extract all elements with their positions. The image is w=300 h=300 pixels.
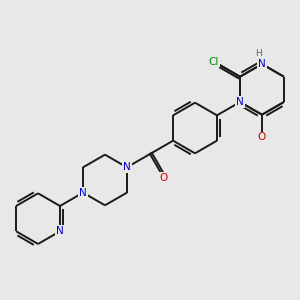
Text: N: N (236, 97, 244, 107)
Text: O: O (258, 132, 266, 142)
Text: N: N (56, 226, 64, 236)
Text: N: N (123, 162, 131, 172)
Text: S: S (211, 57, 218, 67)
Text: N: N (79, 188, 87, 198)
Text: N: N (258, 59, 266, 69)
Text: H: H (255, 49, 262, 58)
Text: Cl: Cl (209, 57, 219, 67)
Text: O: O (160, 172, 168, 182)
